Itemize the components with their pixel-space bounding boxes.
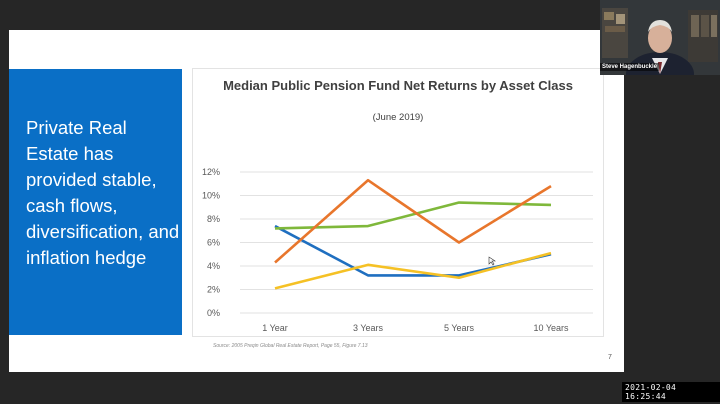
line-chart: 0% 2% 4% 6% 8% 10% 12% 1 Year 3 Years 5 Years 10 Y… xyxy=(202,167,593,333)
x-tick-label: 1 Year xyxy=(262,323,288,333)
series-line-listed-equity xyxy=(274,178,552,264)
chart-container: 0% 2% 4% 6% 8% 10% 12% 1 Year 3 Years 5 Years 10 Y… xyxy=(192,68,604,337)
slide-headline: Private Real Estate has provided stable,… xyxy=(26,117,180,268)
y-tick-label: 2% xyxy=(207,285,220,295)
chart-subtitle: (June 2019) xyxy=(372,112,424,123)
headline-panel: Private Real Estate has provided stable,… xyxy=(9,69,182,335)
participant-name: Steve Hagenbuckle xyxy=(600,63,660,71)
series-line-fixed-income xyxy=(274,224,552,277)
series-line-real-estate xyxy=(274,201,552,230)
mouse-cursor-icon xyxy=(488,256,496,266)
y-tick-label: 12% xyxy=(202,167,220,177)
x-tick-label: 5 Years xyxy=(444,323,475,333)
page-number: 7 xyxy=(608,354,612,361)
chart-title: Median Public Pension Fund Net Returns b… xyxy=(223,78,573,93)
presenter-video-frame xyxy=(600,0,720,75)
participant-video[interactable] xyxy=(600,0,720,75)
presentation-slide: Private Real Estate has provided stable,… xyxy=(9,30,624,372)
y-tick-label: 0% xyxy=(207,308,220,318)
source-note: Source: 2005 Preqin Global Real Estate R… xyxy=(213,343,368,349)
recording-timestamp: 2021-02-04 16:25:44 xyxy=(622,382,720,402)
x-tick-label: 3 Years xyxy=(353,323,384,333)
y-tick-label: 8% xyxy=(207,214,220,224)
y-tick-label: 10% xyxy=(202,191,220,201)
x-tick-label: 10 Years xyxy=(533,323,569,333)
series-line-hedge-funds xyxy=(274,251,552,290)
y-tick-label: 6% xyxy=(207,238,220,248)
y-tick-label: 4% xyxy=(207,261,220,271)
